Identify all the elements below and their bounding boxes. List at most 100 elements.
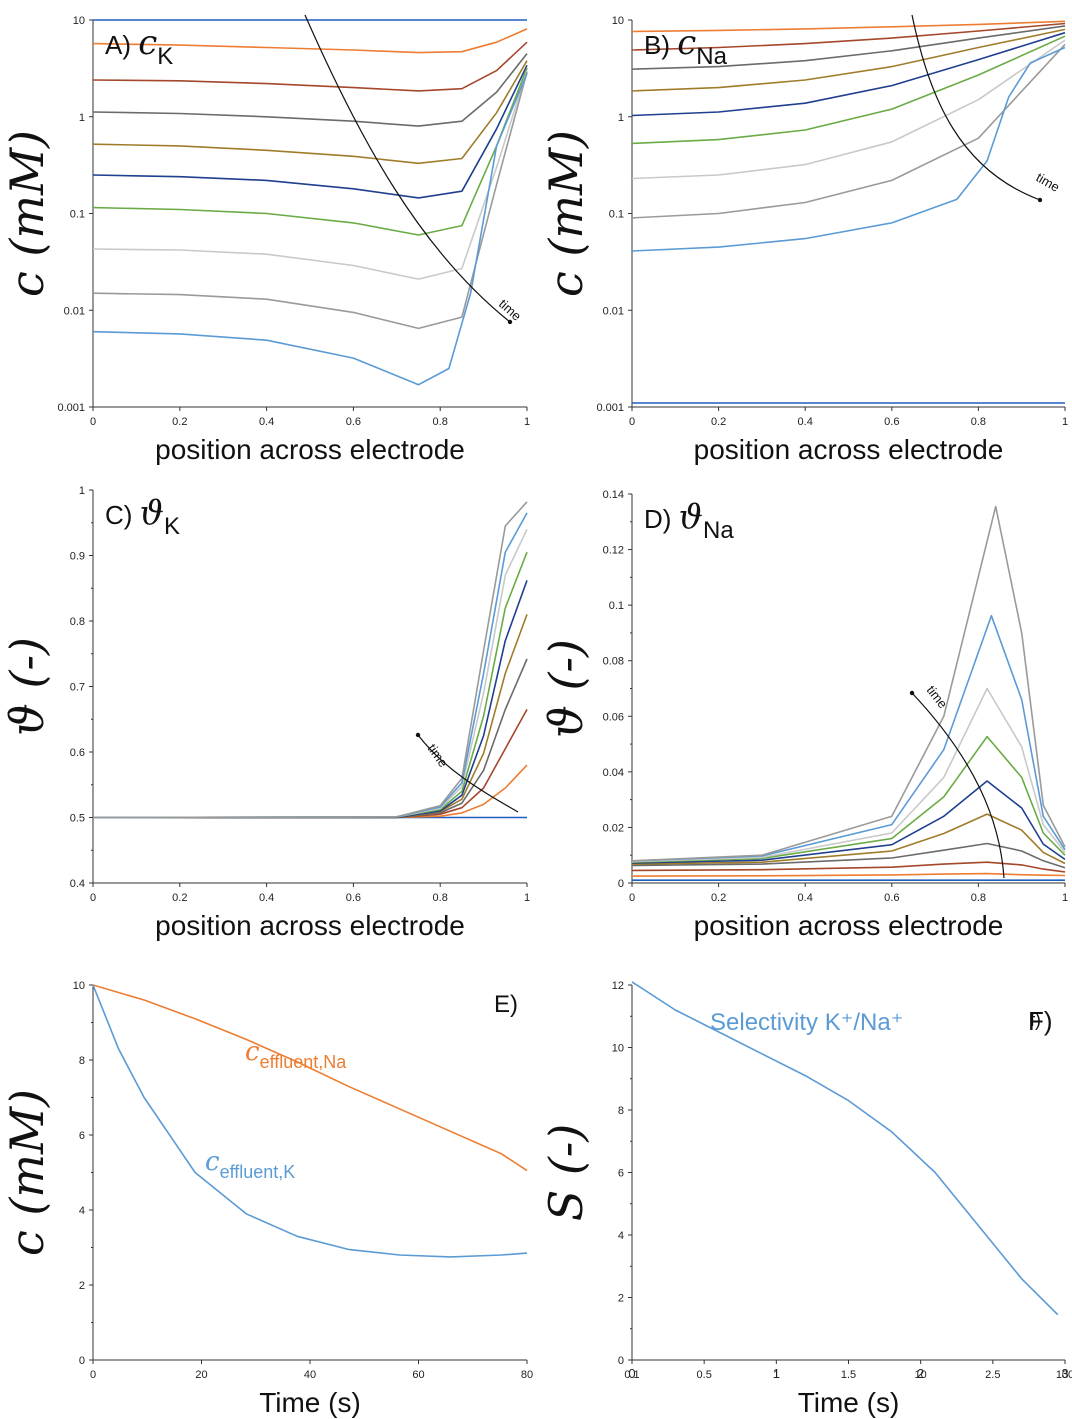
series-line-6 — [631, 35, 1066, 145]
series-line-3 — [631, 25, 1066, 70]
series-line-7 — [92, 70, 528, 280]
time-arrow — [417, 734, 519, 813]
series-line-6 — [92, 67, 528, 236]
y-tick-label: 2 — [618, 1293, 624, 1305]
x-tick-label: 2.5 — [985, 1369, 1000, 1381]
series-line-8 — [631, 614, 1066, 862]
y-tick-label: 0.02 — [603, 822, 624, 834]
series-line-8 — [631, 43, 1066, 219]
series-label-0: ceffluent,Na — [245, 1037, 347, 1072]
series-line-4 — [631, 28, 1066, 92]
chart-panel-e: 0 20 40 60 80 0 2 4 6 8 10 Time (s) c (mM) E) ceffluen… — [0, 980, 533, 1418]
x-tick-label: 0.6 — [346, 416, 361, 428]
y-tick-label: 0.001 — [57, 402, 85, 414]
time-arrow-head — [909, 690, 915, 696]
y-axis-label: c (mM) — [539, 130, 593, 297]
x-tick-label: 1 — [1062, 416, 1068, 428]
panel-label: B) cNa — [644, 23, 728, 70]
series-line-3 — [631, 842, 1066, 869]
y-tick-label: 4 — [618, 1230, 624, 1242]
x-tick-label: 0 — [90, 1369, 96, 1381]
y-axis-label: c (mM) — [0, 1089, 54, 1256]
x-tick-label: 60 — [412, 1369, 424, 1381]
y-tick-label: 0 — [79, 1355, 85, 1367]
series-line-4 — [92, 60, 528, 165]
time-arrow — [911, 692, 1005, 879]
x-axis-label: Time (s) — [798, 1387, 900, 1418]
x-tick-label-overlay: 0 — [628, 1366, 635, 1381]
y-tick-label: 12 — [612, 980, 624, 992]
x-tick-label: 0.6 — [884, 892, 899, 904]
series-line-0 — [92, 984, 528, 1172]
series-line-3 — [92, 53, 528, 127]
y-axis-label: ϑ (-) — [539, 639, 593, 738]
series-line-4 — [631, 813, 1066, 865]
series-line-5 — [631, 31, 1066, 117]
x-tick-label: 0.4 — [259, 892, 274, 904]
time-arrow-head — [1037, 197, 1043, 203]
x-tick-label: 0 — [90, 416, 96, 428]
y-tick-label: 0.4 — [70, 878, 85, 890]
series-line-9 — [92, 501, 528, 819]
y-tick-label: 0 — [618, 1355, 624, 1367]
y-tick-label: 0.1 — [609, 209, 624, 221]
y-tick-label: 1 — [79, 485, 85, 497]
y-tick-label: 0.9 — [70, 551, 85, 563]
y-tick-label: 2 — [79, 1280, 85, 1292]
y-tick-label: 0.001 — [596, 402, 624, 414]
x-tick-label: 0.2 — [172, 892, 187, 904]
x-tick-label: 0.6 — [884, 416, 899, 428]
x-axis-label: position across electrode — [694, 434, 1004, 465]
x-tick-label: 1 — [524, 892, 530, 904]
y-tick-label: 8 — [79, 1055, 85, 1067]
chart-panel-a: 0 0.2 0.4 0.6 0.8 1 0.001 0.01 0.1 1 10 position ac… — [0, 14, 530, 465]
x-tick-label: 40 — [304, 1369, 316, 1381]
x-tick-label: 0.2 — [711, 416, 726, 428]
series-line-9 — [631, 46, 1066, 252]
x-tick-label-overlay: 3 — [1061, 1366, 1068, 1381]
x-tick-label: 80 — [521, 1369, 533, 1381]
x-tick-label: 0.4 — [259, 416, 274, 428]
x-tick-label: 0 — [90, 892, 96, 904]
y-tick-label: 0.7 — [70, 682, 85, 694]
y-tick-label: 0.8 — [70, 616, 85, 628]
x-tick-label: 0 — [629, 416, 635, 428]
y-axis-label: c (mM) — [0, 130, 54, 297]
series-line-1 — [92, 984, 528, 1258]
x-tick-label: 0.1 — [624, 1369, 639, 1381]
x-tick-label: 0 — [629, 892, 635, 904]
x-axis-label: position across electrode — [155, 910, 465, 941]
series-line-2 — [92, 41, 528, 92]
chart-panel-c: 0 0.2 0.4 0.6 0.8 1 0.4 0.5 0.6 0.7 0.8 0.9 1 positio… — [0, 485, 530, 941]
panel-label: F) — [1028, 1006, 1053, 1036]
x-tick-label: 0.4 — [798, 892, 813, 904]
y-axis-label: ϑ (-) — [0, 637, 54, 736]
x-tick-label: 0.8 — [971, 416, 986, 428]
series-line-2 — [93, 709, 528, 819]
y-tick-label: 0.5 — [70, 813, 85, 825]
x-tick-label: 0.6 — [346, 892, 361, 904]
y-axis-label: S (-) — [539, 1124, 593, 1222]
time-arrow — [304, 14, 511, 323]
y-tick-label: 0.01 — [603, 305, 624, 317]
x-tick-label: 1.5 — [841, 1369, 856, 1381]
x-tick-label: 100 — [1056, 1369, 1072, 1381]
x-axis-label: position across electrode — [694, 910, 1004, 941]
y-tick-label: 0.06 — [603, 711, 624, 723]
x-tick-label: 0.4 — [798, 416, 813, 428]
x-tick-label: 0.2 — [172, 416, 187, 428]
series-line-1 — [631, 872, 1066, 877]
series-label-1: ceffluent,K — [205, 1147, 295, 1182]
y-tick-label: 4 — [79, 1205, 85, 1217]
series-line-6 — [631, 735, 1066, 863]
time-arrow-head — [507, 319, 513, 325]
y-tick-label: 0.01 — [64, 305, 85, 317]
y-tick-label: 0.6 — [70, 747, 85, 759]
x-tick-label-overlay: 2 — [917, 1366, 924, 1381]
series-line-7 — [631, 687, 1066, 863]
series-line-9 — [92, 73, 528, 386]
x-tick-label: 0.2 — [711, 892, 726, 904]
y-tick-label: 10 — [73, 15, 85, 27]
y-tick-label: 1 — [79, 112, 85, 124]
